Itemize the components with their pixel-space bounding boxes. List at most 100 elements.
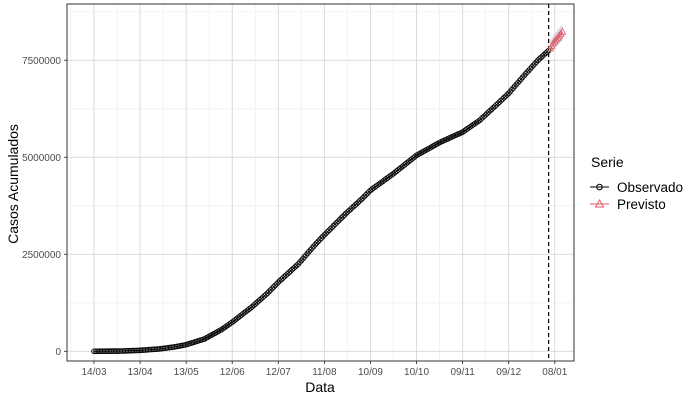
plot-panel-border [66,3,575,362]
observado-point [272,282,279,289]
observado-point [482,112,489,118]
observado-point [335,218,342,225]
legend: Serie Observado Previsto [590,154,683,212]
observado-point [323,230,329,237]
legend-key-marker-observado [596,183,603,191]
observado-point [270,284,277,290]
observado-point [326,227,332,234]
y-axis-title: Casos Acumulados [5,124,21,244]
observado-point [321,232,328,238]
x-tick-label: 11/08 [312,367,337,378]
observado-point [492,103,498,110]
observado-point [355,199,362,206]
observado-point [295,261,302,267]
observado-point [327,226,334,232]
x-tick-label: 10/09 [358,367,383,378]
observado-point [300,255,306,262]
observado-point [501,94,507,101]
observado-point [346,207,352,214]
series-previsto [546,27,567,52]
observado-point [275,279,282,286]
observado-point [498,97,504,104]
observado-point [338,215,345,221]
observado-point [339,213,346,220]
observado-point [293,262,300,269]
observado-point [301,254,308,260]
previsto-point [558,27,567,35]
observado-point [519,74,526,81]
observado-point [306,248,312,255]
observado-point [280,275,286,281]
plot-background [67,4,574,361]
observado-point [292,263,299,270]
observado-point [309,245,315,251]
x-axis: 14/03 13/04 13/05 12/06 12/07 11/08 10/09 10/10… [81,361,568,378]
observado-point [318,235,325,241]
observado-point [286,269,292,276]
observado-point [284,270,291,277]
observado-point [298,257,305,264]
observado-point [539,53,546,59]
observado-point [535,57,541,64]
observado-point [479,114,486,121]
previsto-point [557,29,565,37]
x-axis-title: Data [305,379,335,395]
observado-point [538,54,544,61]
observado-point [493,102,500,108]
observado-point [276,277,283,284]
observado-point [343,210,349,217]
observado-point [333,219,340,226]
legend-item-observado: Observado [590,180,683,195]
observado-point [320,233,326,240]
observado-point [281,273,288,280]
observado-point [324,229,331,235]
observado-point [316,236,323,243]
observado-point [290,265,297,272]
observado-point [332,221,338,228]
observado-point [364,190,371,197]
observado-point [527,66,533,72]
x-tick-label: 09/12 [496,367,521,378]
observado-point [358,196,365,203]
observado-point [350,203,357,210]
observado-point [505,90,512,97]
observado-point [336,216,343,223]
observado-point [283,272,289,279]
observado-point [352,202,358,208]
observado-point [304,250,311,257]
observado-point [264,290,271,296]
observado-point [485,109,492,115]
observado-point [303,252,309,259]
observado-point [507,88,514,95]
previsto-point [549,39,558,47]
observado-point [267,287,274,293]
observado-point [524,69,530,75]
observado-point [349,205,355,211]
observado-point [307,247,314,253]
previsto-point [552,35,561,43]
legend-label-observado: Observado [617,180,683,195]
observado-point [310,243,317,250]
observado-point [315,238,322,245]
observado-point [269,285,276,292]
observado-point [511,83,518,89]
observado-point [530,62,537,69]
observado-point [356,198,363,204]
observado-point [515,79,521,86]
observado-point [347,206,354,213]
x-tick-label: 12/06 [220,367,245,378]
observado-point [502,93,509,99]
observado-point [490,104,497,111]
observado-point [487,107,494,114]
observado-point [484,110,491,117]
series-observado [91,47,552,355]
observado-point [476,117,483,124]
observado-point [266,288,272,295]
x-tick-label: 13/05 [174,367,199,378]
observado-point [522,71,529,77]
observado-point [508,86,515,93]
observado-point [252,301,259,307]
observado-point [531,60,538,67]
observado-point [363,192,369,198]
